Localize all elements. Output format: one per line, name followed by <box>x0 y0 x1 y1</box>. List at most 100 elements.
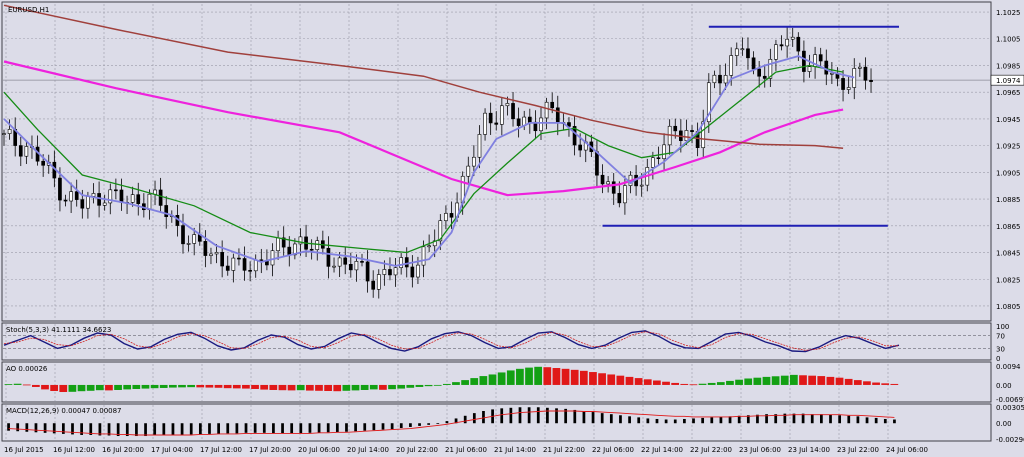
ao-bar <box>95 384 104 391</box>
macd-bar <box>609 414 613 424</box>
macd-bar <box>61 423 65 434</box>
ao-bar <box>762 376 771 385</box>
ao-bar <box>607 374 616 385</box>
ao-bar <box>196 384 205 388</box>
ao-bar <box>132 384 141 389</box>
macd-bar <box>810 414 814 424</box>
candle-body <box>734 48 739 56</box>
stoch-title: Stoch(5,3,3) 41.1111 34.6623 <box>6 326 111 334</box>
macd-bar <box>43 423 47 433</box>
stoch-line <box>3 331 899 351</box>
ao-bar <box>360 384 369 390</box>
ao-bar <box>844 378 853 385</box>
ao-bar <box>589 372 597 385</box>
candle-body <box>757 68 761 77</box>
ao-pane[interactable] <box>1 361 992 403</box>
price-chart-title: EURUSD,H1 <box>8 6 49 14</box>
candle-body <box>74 191 79 200</box>
ao-bar <box>287 384 296 391</box>
y-tick-label: 1.0825 <box>996 276 1021 284</box>
candle-body <box>483 112 487 135</box>
candle-body <box>421 246 426 266</box>
candle-body <box>416 264 420 278</box>
candle-body <box>192 234 197 244</box>
ao-bar <box>397 384 406 389</box>
ao-bar <box>671 382 680 385</box>
candle-body <box>410 266 415 278</box>
candle-body <box>58 177 62 201</box>
ao-bar <box>753 377 762 385</box>
macd-series <box>7 407 896 437</box>
candle-body <box>511 103 515 120</box>
macd-bar <box>244 423 248 433</box>
macd-bar <box>281 423 284 434</box>
macd-bar <box>500 408 504 424</box>
macd-bar <box>820 414 823 424</box>
macd-bar <box>299 423 303 434</box>
candle-body <box>337 257 342 267</box>
macd-bar <box>536 407 540 424</box>
ao-bar <box>205 384 214 388</box>
ao-bar <box>278 384 287 391</box>
price-series <box>2 4 899 299</box>
macd-bar <box>728 416 732 424</box>
candle-body <box>332 265 336 268</box>
ao-bar <box>780 375 789 385</box>
y-tick-label: 1.0925 <box>996 143 1021 151</box>
macd-bar <box>326 423 330 433</box>
macd-bar <box>107 423 111 436</box>
candle-body <box>371 280 376 290</box>
ao-bar <box>479 376 488 385</box>
macd-bar <box>144 423 147 437</box>
macd-bar <box>591 412 595 424</box>
candle-body <box>108 189 113 204</box>
macd-bar <box>317 423 321 433</box>
macd-bar <box>189 423 193 435</box>
candle-body <box>253 259 258 272</box>
candle-body <box>388 269 392 276</box>
candle-body <box>181 225 185 245</box>
candle-body <box>595 151 599 176</box>
candle-body <box>751 57 756 70</box>
ao-title: AO 0.00026 <box>6 365 48 373</box>
candle-body <box>729 55 734 76</box>
candle-body <box>712 74 717 84</box>
macd-bar <box>756 414 759 424</box>
candle-body <box>785 38 789 47</box>
candle-body <box>444 213 448 221</box>
candle-body <box>494 122 499 125</box>
candle-body <box>762 75 767 79</box>
stoch-y-tick-label: 100 <box>996 323 1009 331</box>
candle-body <box>360 261 364 263</box>
ao-bar <box>4 384 13 385</box>
stoch-pane[interactable] <box>1 322 992 361</box>
macd-bar <box>262 423 266 433</box>
x-tick-label: 22 Jul 22:00 <box>690 446 732 454</box>
candle-body <box>539 117 543 132</box>
stoch-y-tick-label: 0 <box>996 355 1000 363</box>
candle-body <box>617 193 622 204</box>
ao-bar <box>260 384 269 390</box>
candle-body <box>651 157 655 168</box>
ao-bar <box>305 384 314 391</box>
ao-bar <box>442 383 451 385</box>
candle-body <box>18 145 23 157</box>
candle-body <box>796 36 801 52</box>
y-tick-label: 1.0985 <box>996 62 1021 70</box>
x-tick-label: 22 Jul 14:00 <box>641 446 683 454</box>
moving-average-line <box>3 64 844 254</box>
x-tick-label: 16 Jul 20:00 <box>102 446 144 454</box>
ao-bar <box>50 384 58 391</box>
ao-bar <box>388 384 396 390</box>
candle-body <box>220 252 224 267</box>
macd-bar <box>235 423 239 434</box>
y-tick-label: 1.0845 <box>996 250 1021 258</box>
ao-bar <box>415 384 424 387</box>
candle-body <box>779 44 784 47</box>
y-tick-label: 1.1005 <box>996 36 1021 44</box>
ao-bar <box>579 370 588 385</box>
grid <box>3 4 990 441</box>
price-pane[interactable] <box>1 1 992 322</box>
